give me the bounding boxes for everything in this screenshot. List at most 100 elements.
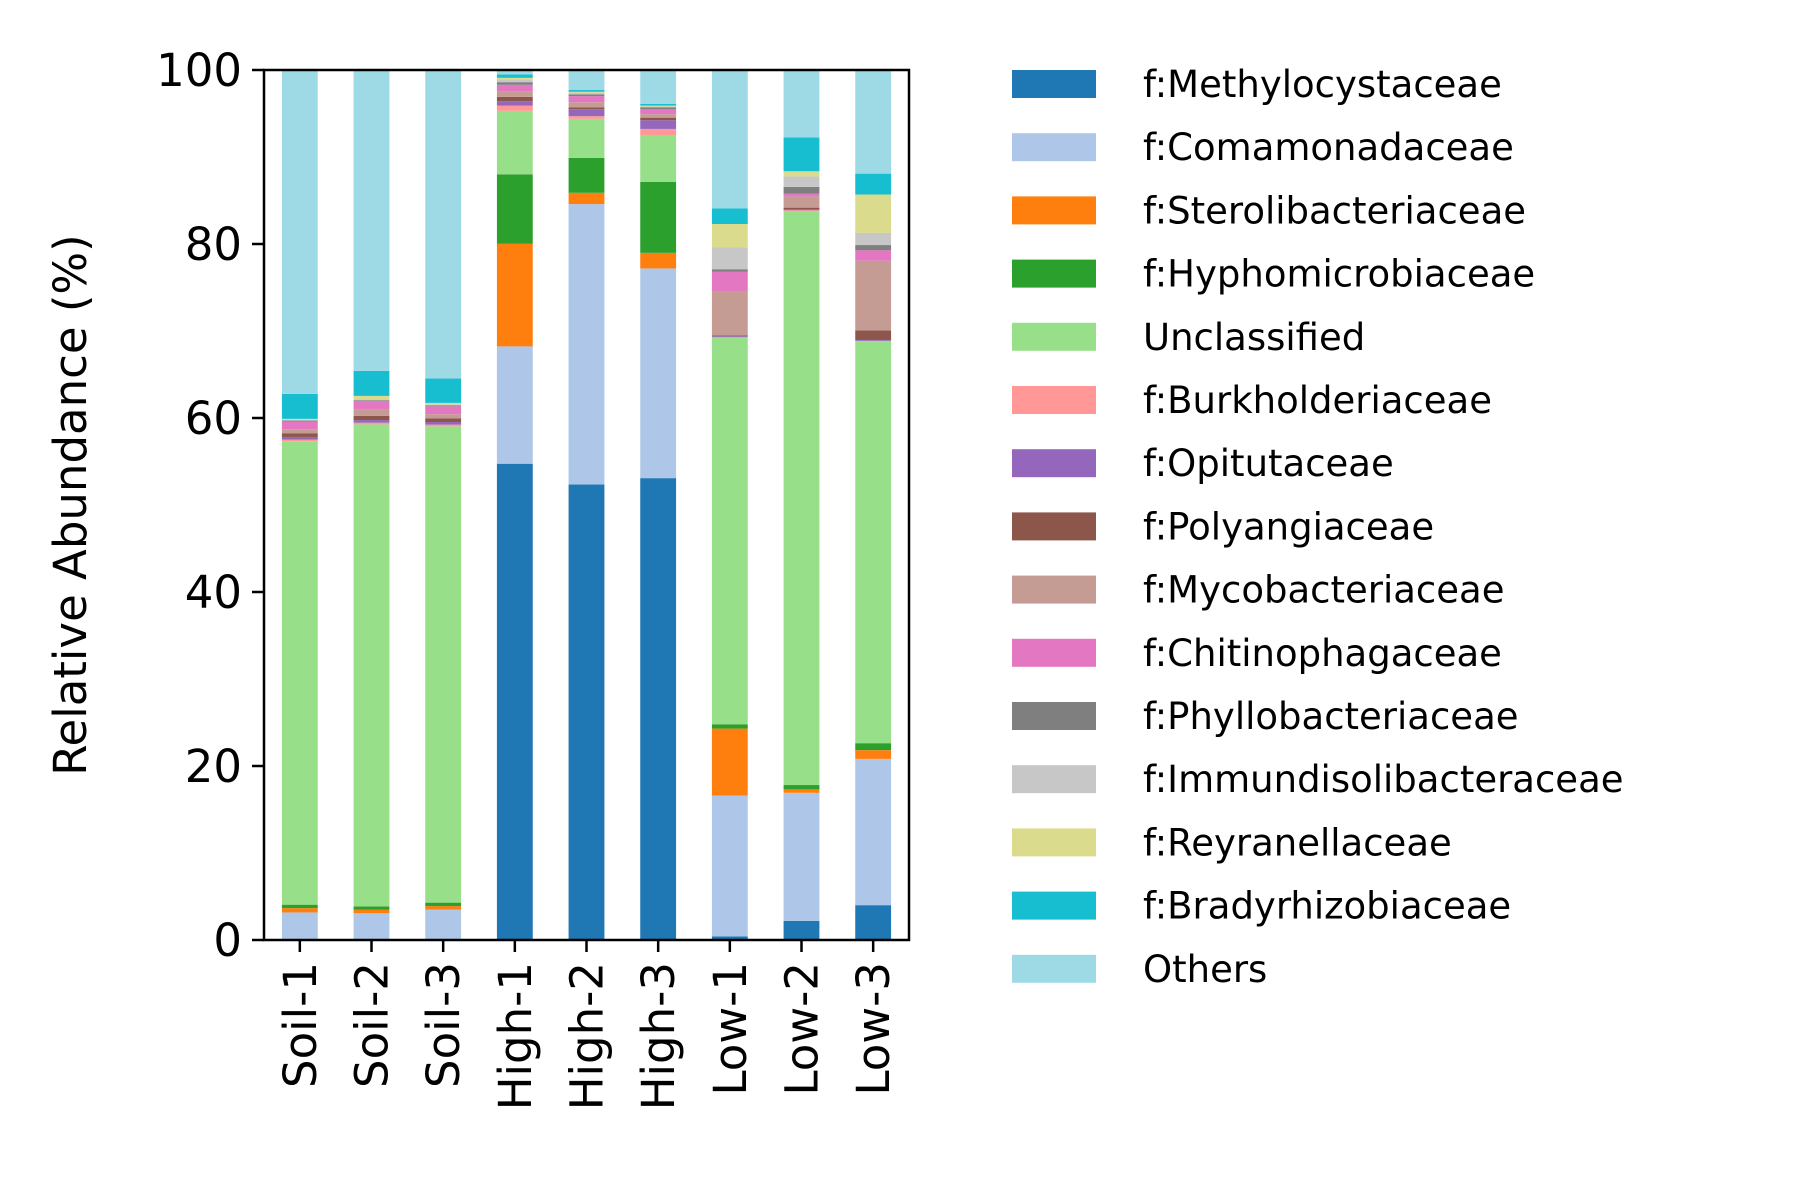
- bar-segment-low-1-8: [711, 290, 748, 336]
- y-tick-label: 20: [185, 740, 242, 793]
- bar-segment-low-1-4: [711, 337, 748, 725]
- bar-segment-high-1-2: [496, 243, 533, 347]
- y-tick-label: 80: [185, 218, 242, 271]
- legend: f:Methylocystaceae f:Comamonadaceae f:Ster…: [1012, 63, 1624, 991]
- bar-segment-high-1-11: [496, 79, 533, 83]
- bar-segment-soil-3-5: [425, 424, 462, 427]
- bar-segment-low-3-3: [855, 743, 892, 751]
- legend-label: f:Sterolibacteriaceae: [1143, 189, 1526, 232]
- legend-label: Others: [1143, 948, 1267, 991]
- legend-swatch: [1012, 512, 1096, 541]
- bar-segment-soil-1-13: [281, 393, 318, 419]
- bar-segment-low-2-10: [783, 186, 820, 194]
- legend-label: f:Chitinophagaceae: [1143, 632, 1502, 675]
- bar-segment-soil-3-9: [425, 406, 462, 415]
- legend-label: f:Immundisolibacteraceae: [1143, 758, 1624, 801]
- bar-segment-low-2-7: [783, 207, 820, 210]
- bar-segment-soil-2-2: [353, 909, 390, 914]
- bar-segment-low-2-11: [783, 176, 820, 187]
- legend-label: f:Phyllobacteriaceae: [1143, 695, 1519, 738]
- bar-segment-high-1-13: [496, 74, 533, 78]
- bar-segment-high-2-0: [568, 484, 605, 940]
- bar-segment-soil-3-1: [425, 909, 462, 940]
- bar-segment-soil-3-10: [425, 405, 462, 407]
- bar-segment-soil-2-7: [353, 415, 390, 421]
- bar-segment-low-1-13: [711, 208, 748, 224]
- bar-segment-soil-1-10: [281, 420, 318, 422]
- x-tick-label: Low-2: [776, 962, 829, 1095]
- bar-segment-soil-3-11: [425, 404, 462, 406]
- bar-segment-low-1-2: [711, 728, 748, 796]
- bar-segment-high-2-4: [568, 118, 605, 158]
- bar-segment-soil-2-4: [353, 424, 390, 907]
- bar-segment-high-2-5: [568, 116, 605, 119]
- bar-segment-low-1-6: [711, 336, 748, 338]
- legend-label: f:Mycobacteriaceae: [1143, 569, 1504, 612]
- bar-segment-low-1-10: [711, 269, 748, 272]
- bar-segment-soil-1-3: [281, 904, 318, 909]
- bar-segment-soil-1-4: [281, 441, 318, 905]
- bar-segment-soil-2-5: [353, 422, 390, 425]
- legend-label: f:Polyangiaceae: [1143, 505, 1434, 548]
- bar-segment-soil-3-14: [425, 70, 462, 379]
- legend-label: f:Burkholderiaceae: [1143, 379, 1492, 422]
- bar-segment-low-1-7: [711, 335, 748, 337]
- bar-segment-high-3-5: [640, 128, 677, 135]
- bar-segment-high-2-12: [568, 91, 605, 93]
- legend-label: f:Comamonadaceae: [1143, 126, 1514, 169]
- bar-segment-low-2-9: [783, 193, 820, 197]
- legend-swatch: [1012, 575, 1096, 604]
- bar-segment-soil-3-8: [425, 414, 462, 419]
- legend-label: f:Reyranellaceae: [1143, 821, 1452, 864]
- legend-swatch: [1012, 702, 1096, 730]
- bar-segment-soil-2-10: [353, 400, 390, 402]
- bar-segment-soil-1-12: [281, 418, 318, 420]
- bar-segment-soil-2-13: [353, 370, 390, 396]
- bar-segment-high-3-6: [640, 120, 677, 129]
- bar-segment-soil-1-1: [281, 912, 318, 940]
- bar-segment-high-1-14: [496, 70, 533, 75]
- y-tick-label: 0: [213, 914, 242, 967]
- legend-swatch: [1012, 70, 1096, 98]
- bar-segment-soil-3-2: [425, 906, 462, 910]
- bar-segment-high-3-2: [640, 252, 677, 269]
- bar-segment-high-1-9: [496, 84, 533, 92]
- bar-segment-high-3-3: [640, 181, 677, 253]
- bar-segment-low-2-13: [783, 137, 820, 172]
- bar-segment-high-3-0: [640, 478, 677, 940]
- bar-segment-high-2-8: [568, 102, 605, 108]
- bar-segment-soil-3-7: [425, 418, 462, 422]
- bar-segment-soil-1-7: [281, 433, 318, 437]
- legend-swatch: [1012, 828, 1096, 857]
- x-tick-label: Soil-1: [274, 962, 327, 1088]
- bar-segment-soil-1-11: [281, 419, 318, 421]
- bar-segment-soil-1-14: [281, 70, 318, 394]
- legend-swatch: [1012, 133, 1096, 162]
- bar-segment-soil-1-8: [281, 429, 318, 434]
- bar-segment-high-3-8: [640, 114, 677, 118]
- x-tick-label: High-2: [561, 962, 614, 1110]
- legend-label: f:Methylocystaceae: [1143, 63, 1502, 106]
- bar-segment-low-1-1: [711, 795, 748, 937]
- legend-label: Unclassified: [1143, 316, 1365, 359]
- bar-segment-high-2-6: [568, 109, 605, 117]
- legend-swatch: [1012, 765, 1096, 794]
- bar-segment-low-2-0: [783, 920, 820, 940]
- bar-segment-soil-2-1: [353, 913, 390, 940]
- legend-swatch: [1012, 322, 1096, 351]
- bar-segment-high-3-11: [640, 106, 677, 108]
- legend-swatch: [1012, 449, 1096, 478]
- bars-layer: [281, 70, 892, 940]
- bar-segment-high-2-9: [568, 96, 605, 103]
- bar-segment-high-1-12: [496, 77, 533, 80]
- bar-segment-high-2-11: [568, 92, 605, 95]
- y-axis: 0 20 40 60 80 100: [156, 44, 264, 967]
- bar-segment-high-3-13: [640, 103, 677, 106]
- x-tick-label: Low-3: [847, 962, 900, 1095]
- bar-segment-high-3-12: [640, 105, 677, 107]
- bar-segment-low-3-10: [855, 245, 892, 251]
- bar-segment-high-1-6: [496, 101, 533, 106]
- bar-segment-low-3-11: [855, 232, 892, 246]
- bar-segment-high-3-14: [640, 70, 677, 104]
- bar-segment-high-2-10: [568, 94, 605, 97]
